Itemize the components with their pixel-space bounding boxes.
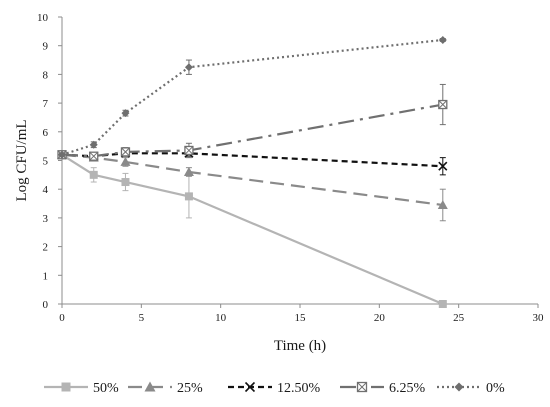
x-tick-label: 15	[295, 312, 307, 324]
legend-label: 50%	[93, 381, 119, 396]
x-axis-title: Time (h)	[274, 338, 326, 354]
data-point	[58, 150, 66, 159]
series-0	[58, 150, 447, 308]
legend-label: 12.50%	[277, 381, 321, 396]
legend-swatch-marker	[356, 381, 368, 393]
legend-item-1: 25%	[128, 381, 203, 396]
data-point	[120, 156, 131, 166]
legend-item-3: 6.25%	[340, 381, 426, 396]
data-point-stroke	[184, 146, 194, 155]
data-point	[89, 170, 98, 179]
data-point	[120, 147, 131, 157]
x-tick-label: 10	[215, 312, 227, 324]
legend-item-4: 0%	[437, 381, 505, 396]
legend-swatch-marker	[244, 381, 256, 393]
legend-label: 6.25%	[389, 381, 426, 396]
data-point	[121, 178, 130, 187]
legend-item-2: 12.50%	[228, 381, 321, 396]
x-tick-label: 30	[533, 312, 545, 324]
y-tick-label: 7	[43, 98, 49, 110]
y-tick-label: 4	[43, 184, 49, 196]
x-tick-label: 20	[374, 312, 386, 324]
legend-swatch-marker-stroke	[244, 381, 256, 393]
data-point	[438, 300, 447, 308]
y-tick-label: 3	[43, 213, 49, 225]
data-point	[438, 99, 448, 110]
legend-label: 25%	[177, 381, 203, 396]
y-tick-label: 9	[43, 41, 49, 53]
series-line	[61, 153, 444, 306]
data-point-stroke	[121, 147, 130, 157]
series-line	[61, 152, 443, 168]
axes-group: 0 5 10 15 20 25 30 0 1 2 3 4 5 6 7 8 9 10	[37, 12, 544, 324]
data-point	[438, 161, 448, 171]
legend-item-0: 50%	[44, 381, 119, 396]
y-axis-title: Log CFU/mL	[14, 119, 30, 201]
data-point-stroke	[89, 151, 99, 161]
legend-swatch-marker	[454, 382, 464, 392]
series-1	[57, 149, 448, 222]
legend-swatch-marker-stroke	[357, 382, 367, 392]
y-tick-label: 2	[43, 242, 49, 254]
series-layer	[57, 35, 448, 308]
series-line	[61, 103, 443, 158]
y-tick-label: 5	[43, 156, 49, 168]
y-tick-label: 8	[43, 69, 49, 81]
data-point	[184, 63, 193, 72]
data-point	[184, 192, 193, 201]
y-tick-label: 1	[43, 270, 49, 282]
series-line	[61, 38, 443, 156]
legend: 50% 25% 12.50% 6.25% 0%	[44, 381, 505, 396]
x-tick-label: 0	[59, 312, 65, 324]
x-tick-label: 25	[453, 312, 465, 324]
data-point	[121, 109, 130, 118]
data-point	[437, 199, 448, 209]
data-point-stroke	[438, 161, 448, 171]
legend-swatch-marker	[61, 382, 71, 392]
legend-swatch-marker	[144, 381, 156, 392]
data-point	[89, 151, 99, 161]
legend-label: 0%	[486, 381, 505, 396]
data-point	[184, 145, 194, 156]
y-tick-label: 0	[43, 299, 49, 311]
series-4	[58, 35, 447, 159]
y-tick-label: 10	[37, 12, 49, 24]
data-point	[438, 35, 447, 44]
data-point	[183, 166, 194, 176]
y-tick-label: 6	[43, 127, 49, 139]
data-point-stroke	[438, 100, 448, 109]
data-point	[89, 140, 98, 149]
x-tick-label: 5	[139, 312, 145, 324]
